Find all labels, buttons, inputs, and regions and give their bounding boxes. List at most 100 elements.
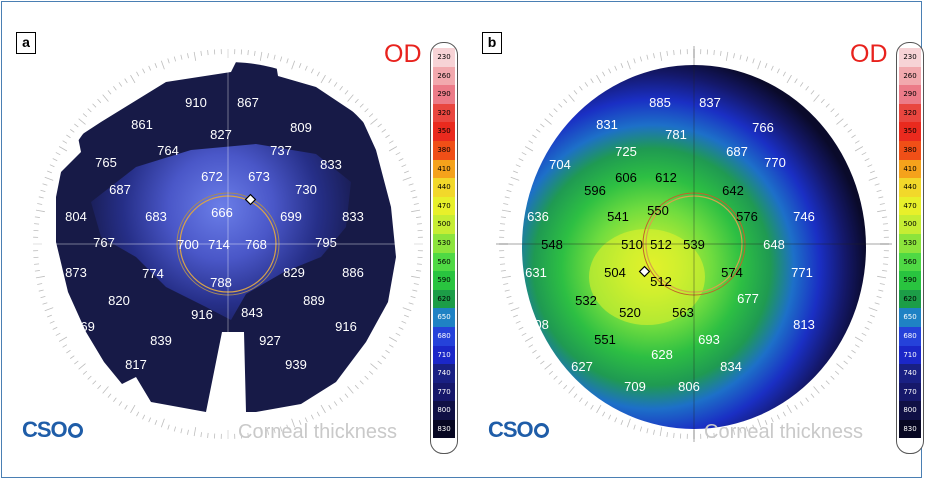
angle-tick xyxy=(92,103,97,108)
angle-tick xyxy=(78,363,86,370)
angle-tick xyxy=(359,380,364,385)
scale-step: 320 xyxy=(433,103,455,123)
thickness-value: 916 xyxy=(191,307,213,322)
thickness-value: 700 xyxy=(177,237,199,252)
angle-tick xyxy=(154,420,158,425)
angle-tick xyxy=(851,349,856,354)
angle-tick xyxy=(867,320,873,324)
angle-tick xyxy=(830,375,835,380)
angle-tick xyxy=(518,326,524,330)
thickness-value: 867 xyxy=(237,95,259,110)
scale-step: 290 xyxy=(899,85,921,104)
angle-tick xyxy=(503,283,509,285)
scale-step: 380 xyxy=(899,140,921,160)
angle-tick xyxy=(508,183,514,186)
panel-b-cso-logo: CSO xyxy=(488,418,549,442)
angle-tick xyxy=(187,429,189,435)
panel-b-color-scale: 230 260 290 320 350 380 410 440 470 500 530 560 590 6… xyxy=(896,42,924,454)
angle-tick xyxy=(764,420,768,425)
thickness-value: 766 xyxy=(752,120,774,135)
thickness-value: 774 xyxy=(142,266,164,281)
thickness-value: 683 xyxy=(145,209,167,224)
thickness-value: 520 xyxy=(619,305,641,320)
angle-tick xyxy=(82,370,88,375)
angle-tick xyxy=(659,427,663,437)
angle-tick xyxy=(44,176,54,181)
thickness-value: 910 xyxy=(185,95,207,110)
angle-tick xyxy=(874,302,880,305)
thickness-value: 673 xyxy=(248,169,270,184)
angle-tick xyxy=(540,123,545,128)
angle-tick xyxy=(254,50,256,56)
angle-tick xyxy=(167,58,170,64)
angle-tick xyxy=(92,380,97,385)
angle-tick xyxy=(70,129,75,133)
angle-tick xyxy=(286,58,289,64)
angle-tick xyxy=(854,344,860,348)
angle-tick xyxy=(364,375,369,380)
angle-tick xyxy=(385,134,390,139)
angle-tick xyxy=(102,386,109,394)
angle-tick xyxy=(34,223,40,225)
angle-tick xyxy=(113,86,117,91)
angle-tick xyxy=(124,404,128,410)
thickness-value: 765 xyxy=(95,155,117,170)
thickness-value: 869 xyxy=(73,319,95,334)
angle-tick xyxy=(878,196,884,199)
angle-tick xyxy=(279,56,283,62)
angle-tick xyxy=(333,82,338,87)
angle-tick xyxy=(40,295,46,299)
angle-tick xyxy=(47,170,52,174)
angle-tick xyxy=(786,404,792,414)
angle-tick xyxy=(868,176,878,181)
angle-tick xyxy=(568,386,575,394)
angle-tick xyxy=(354,384,359,390)
angle-tick xyxy=(770,65,774,71)
angle-tick xyxy=(745,426,749,432)
angle-tick xyxy=(666,50,668,56)
angle-tick xyxy=(34,216,40,218)
angle-tick xyxy=(388,140,394,144)
angle-tick xyxy=(544,363,552,370)
thickness-value: 768 xyxy=(245,237,267,252)
angle-tick xyxy=(500,223,506,225)
angle-tick xyxy=(501,209,511,213)
angle-tick xyxy=(786,74,792,84)
angle-tick xyxy=(124,78,128,84)
angle-tick xyxy=(666,432,668,438)
thickness-value: 737 xyxy=(270,143,292,158)
angle-tick xyxy=(339,397,343,402)
angle-tick xyxy=(843,360,848,365)
angle-tick xyxy=(608,414,612,420)
angle-tick xyxy=(501,275,511,279)
thickness-value: 916 xyxy=(335,319,357,334)
angle-tick xyxy=(626,60,631,70)
scale-step: 710 xyxy=(899,345,921,365)
angle-tick xyxy=(614,65,618,71)
panel-b-watermark: Corneal thickness xyxy=(704,421,863,443)
angle-tick xyxy=(521,152,527,156)
angle-tick xyxy=(810,393,815,398)
angle-tick xyxy=(854,146,864,152)
thickness-value: 551 xyxy=(594,332,616,347)
angle-tick xyxy=(882,216,888,218)
thickness-value: 699 xyxy=(280,209,302,224)
thickness-value: 606 xyxy=(615,170,637,185)
angle-tick xyxy=(745,56,749,62)
angle-tick xyxy=(820,98,825,104)
angle-tick xyxy=(78,118,86,125)
scale-step: 260 xyxy=(899,66,921,86)
angle-tick xyxy=(867,164,873,168)
angle-tick xyxy=(286,424,289,430)
angle-tick xyxy=(148,65,152,71)
angle-tick xyxy=(864,158,870,162)
angle-tick xyxy=(870,314,875,318)
angle-tick xyxy=(515,164,521,168)
angle-tick xyxy=(553,108,558,113)
angle-tick xyxy=(725,51,729,61)
angle-tick xyxy=(404,314,409,318)
thickness-value: 612 xyxy=(655,170,677,185)
angle-tick xyxy=(310,68,314,74)
scale-step: 230 xyxy=(433,48,455,67)
angle-tick xyxy=(573,393,578,398)
